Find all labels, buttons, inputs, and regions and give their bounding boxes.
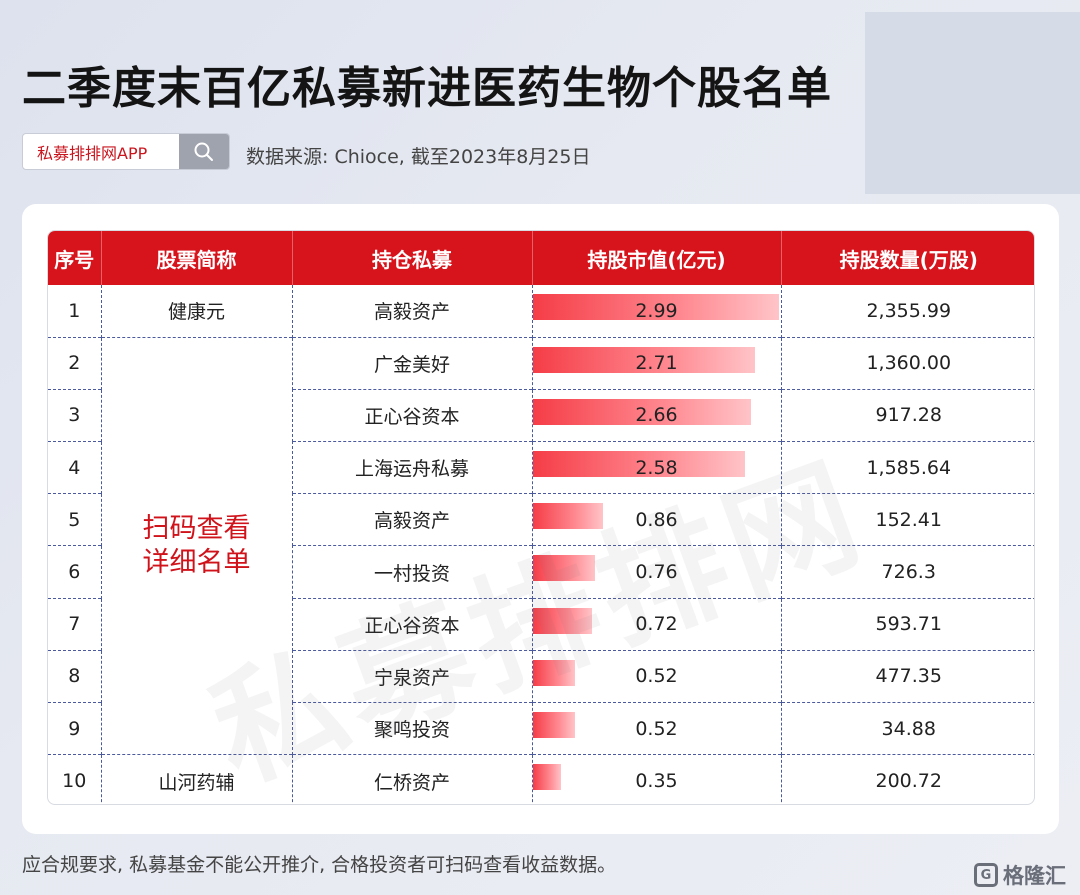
fund-name: 聚鸣投资 — [292, 701, 533, 755]
column-header-shares: 持股数量(万股) — [781, 231, 1034, 285]
fund-name: 广金美好 — [292, 336, 533, 390]
fund-name: 正心谷资本 — [292, 388, 533, 442]
fund-name: 高毅资产 — [292, 493, 533, 546]
value-label: 0.72 — [635, 613, 678, 636]
row-number: 3 — [48, 388, 102, 442]
fund-name: 宁泉资产 — [292, 649, 533, 703]
share-count: 152.41 — [781, 493, 1034, 546]
share-count: 2,355.99 — [866, 299, 952, 322]
share-count: 593.71 — [781, 597, 1034, 651]
scan-for-details-cell: 扫码查看 详细名单 — [101, 336, 293, 755]
market-value-cell: 2.71 — [532, 336, 782, 390]
column-header-value: 持股市值(亿元) — [532, 231, 782, 285]
fund-name: 正心谷资本 — [292, 597, 533, 651]
search-icon — [194, 142, 213, 161]
logo-text: 格隆汇 — [1003, 864, 1066, 888]
value-label: 0.35 — [635, 770, 678, 793]
compliance-footnote: 应合规要求, 私募基金不能公开推介, 合格投资者可扫码查看收益数据。 — [22, 854, 617, 876]
share-count: 34.88 — [781, 701, 1034, 755]
market-value-cell: 2.66 — [532, 388, 782, 442]
table-row: 9 聚鸣投资 0.52 34.88 — [48, 701, 1034, 755]
fund-name: 一村投资 — [292, 545, 533, 599]
fund-name: 高毅资产 — [292, 285, 533, 338]
table-row: 7 正心谷资本 0.72 593.71 — [48, 597, 1034, 651]
search-box[interactable]: 私募排排网APP — [22, 133, 230, 170]
row-number: 10 — [48, 754, 102, 804]
share-count: 200.72 — [781, 754, 1034, 804]
value-label: 2.66 — [635, 404, 678, 427]
table-row: 10 山河药辅 仁桥资产 0.35 200.72 — [48, 754, 1034, 804]
market-value-cell: 0.72 — [532, 597, 782, 651]
share-count: 477.35 — [781, 649, 1034, 703]
value-bar — [532, 607, 592, 634]
market-value-cell: 2.58 — [532, 441, 782, 494]
share-count: 726.3 — [781, 545, 1034, 599]
market-value-cell: 0.52 — [532, 649, 782, 703]
value-bar — [532, 555, 596, 582]
value-bar — [532, 346, 756, 373]
row-number: 8 — [48, 649, 102, 703]
value-label: 2.58 — [635, 456, 678, 479]
holdings-table-container: 序号 股票简称 持仓私募 持股市值(亿元) 持股数量(万股) 1 健康元 高毅资产 2… — [47, 230, 1035, 805]
column-header-stock: 股票简称 — [101, 231, 293, 285]
table-row: 3 正心谷资本 2.66 917.28 — [48, 388, 1034, 442]
value-label: 2.71 — [635, 352, 678, 375]
value-bar — [532, 398, 752, 425]
market-value-cell: 0.76 — [532, 545, 782, 599]
row-number: 4 — [48, 441, 102, 494]
stock-name: 山河药辅 — [101, 754, 293, 804]
value-bar — [532, 764, 562, 791]
scan-label-line1: 扫码查看 — [142, 512, 251, 544]
search-label: 私募排排网APP — [37, 143, 148, 163]
table-row: 4 上海运舟私募 2.58 1,585.64 — [48, 441, 1034, 494]
column-header-no: 序号 — [48, 231, 102, 285]
row-number: 2 — [48, 336, 102, 390]
row-number: 5 — [48, 493, 102, 546]
table-row: 8 宁泉资产 0.52 477.35 — [48, 649, 1034, 703]
row-number: 7 — [48, 597, 102, 651]
fund-name: 仁桥资产 — [292, 754, 533, 804]
table-header-row: 序号 股票简称 持仓私募 持股市值(亿元) 持股数量(万股) — [48, 231, 1034, 285]
share-count: 917.28 — [781, 388, 1034, 442]
market-value-cell: 0.86 — [532, 493, 782, 546]
row-number: 6 — [48, 545, 102, 599]
holdings-table: 序号 股票简称 持仓私募 持股市值(亿元) 持股数量(万股) 1 健康元 高毅资产 2… — [48, 231, 1034, 804]
value-bar — [532, 451, 745, 478]
search-button[interactable] — [179, 134, 229, 169]
row-number: 9 — [48, 701, 102, 755]
logo-mark-icon: G — [974, 863, 998, 887]
value-label: 2.99 — [635, 299, 678, 322]
market-value-cell: 0.35 — [532, 754, 782, 804]
value-label: 0.52 — [635, 665, 678, 688]
value-bar — [532, 659, 576, 686]
scan-label-line2: 详细名单 — [142, 546, 251, 578]
value-label: 0.86 — [635, 508, 678, 531]
value-bar — [532, 712, 576, 738]
background-block — [865, 12, 1080, 194]
value-bar — [532, 503, 604, 530]
value-label: 0.76 — [635, 561, 678, 584]
value-label: 0.52 — [635, 717, 678, 740]
fund-name: 上海运舟私募 — [292, 441, 533, 494]
market-value-cell: 0.52 — [532, 701, 782, 755]
share-count: 1,360.00 — [781, 336, 1034, 390]
value-bar — [532, 294, 779, 320]
table-row: 1 健康元 高毅资产 2.99 2,355.99 — [48, 285, 1034, 338]
page-title: 二季度末百亿私募新进医药生物个股名单 — [22, 63, 832, 114]
data-source-note: 数据来源: Chioce, 截至2023年8月25日 — [246, 146, 591, 168]
stock-name: 健康元 — [101, 285, 293, 338]
table-row: 6 一村投资 0.76 726.3 — [48, 545, 1034, 599]
market-value-cell: 2.99 — [532, 285, 782, 338]
table-row: 5 高毅资产 0.86 152.41 — [48, 493, 1034, 546]
gelonghui-logo: G 格隆汇 — [974, 860, 1066, 890]
share-count: 1,585.64 — [781, 441, 1034, 494]
table-body: 1 健康元 高毅资产 2.99 2,355.99 2 扫码查看 详细名单 广金美好 2.71 1,3… — [48, 285, 1034, 804]
row-number: 1 — [48, 285, 102, 338]
column-header-fund: 持仓私募 — [292, 231, 533, 285]
table-row: 2 扫码查看 详细名单 广金美好 2.71 1,360.00 — [48, 336, 1034, 755]
